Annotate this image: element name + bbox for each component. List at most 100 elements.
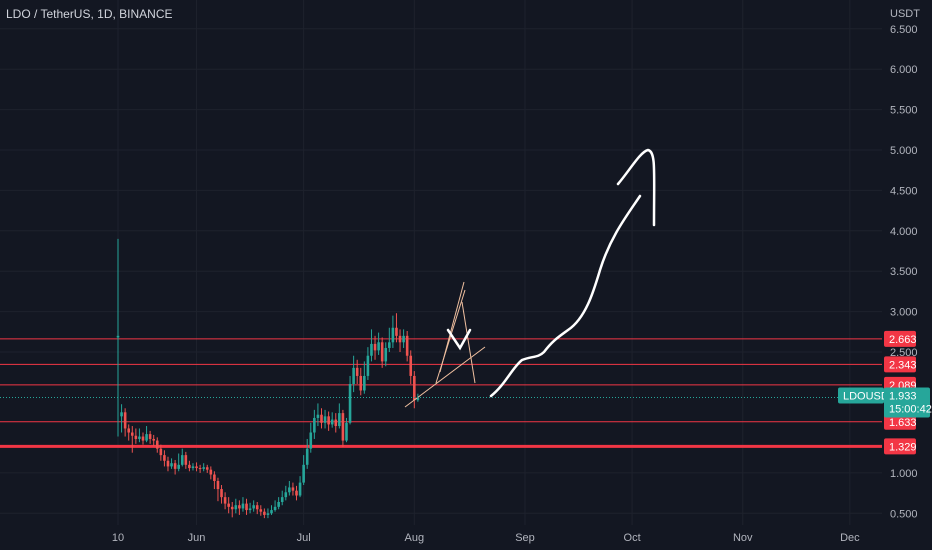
candle-body bbox=[348, 384, 352, 423]
y-tick-label: 2.500 bbox=[890, 347, 918, 359]
candle-body bbox=[413, 375, 416, 401]
x-tick-label: Jul bbox=[297, 532, 311, 544]
candle-body bbox=[155, 440, 159, 449]
candle-body bbox=[152, 438, 155, 441]
time-axis[interactable]: 10 Jun Jul Aug Sep Oct Nov Dec bbox=[112, 532, 860, 544]
candle-body bbox=[248, 508, 252, 511]
candle-body bbox=[313, 417, 316, 433]
x-tick-label: Sep bbox=[515, 532, 535, 544]
chart-title: LDO / TetherUS, 1D, BINANCE bbox=[6, 7, 173, 21]
trend-line-right bbox=[461, 301, 476, 384]
candle-body bbox=[198, 468, 202, 470]
level-badge-text: 2.343 bbox=[889, 359, 917, 371]
candle-body bbox=[320, 414, 323, 423]
candle-body bbox=[130, 432, 134, 436]
candle-body bbox=[141, 436, 145, 441]
candle-body bbox=[284, 492, 288, 498]
level-badge bbox=[884, 413, 916, 430]
candle-body bbox=[391, 327, 395, 343]
candle-body bbox=[227, 503, 230, 507]
candle-body bbox=[188, 464, 191, 469]
candle-body bbox=[116, 335, 120, 338]
candle-body bbox=[341, 413, 345, 441]
candle-body bbox=[345, 422, 348, 441]
candle-body bbox=[184, 455, 188, 465]
candle-body bbox=[370, 343, 373, 356]
x-tick-label: 10 bbox=[112, 532, 124, 544]
candle-body bbox=[166, 460, 170, 467]
candle-body bbox=[177, 464, 180, 469]
candle-body bbox=[145, 434, 148, 441]
candle-body bbox=[316, 414, 320, 418]
x-tick-label: Jun bbox=[188, 532, 206, 544]
candle-body bbox=[213, 474, 216, 481]
candle-body bbox=[220, 489, 223, 498]
candle-body bbox=[388, 342, 391, 348]
x-tick-label: Dec bbox=[840, 532, 860, 544]
candle-body bbox=[205, 467, 209, 470]
candle-body bbox=[259, 509, 263, 512]
candles bbox=[116, 238, 420, 519]
candle-body bbox=[409, 355, 413, 376]
y-tick-label: 3.500 bbox=[890, 266, 918, 278]
candle-body bbox=[120, 412, 123, 417]
candle-body bbox=[302, 464, 305, 483]
candle-body bbox=[377, 342, 380, 351]
candle-body bbox=[223, 497, 227, 504]
price-axis[interactable]: 6.500 6.000 5.500 5.000 4.500 4.000 3.500 3.000… bbox=[890, 24, 918, 521]
horizontal-levels[interactable] bbox=[0, 338, 882, 448]
candle-body bbox=[359, 375, 363, 391]
level-badge bbox=[884, 330, 916, 347]
countdown-text: 15:00:42 bbox=[889, 404, 932, 416]
last-price-badge bbox=[884, 387, 930, 418]
check-mark-drawing bbox=[446, 328, 472, 351]
symbol-badge bbox=[838, 387, 884, 404]
y-tick-label: 4.500 bbox=[890, 185, 918, 197]
candle-body bbox=[163, 455, 166, 461]
candle-body bbox=[241, 503, 245, 509]
projected-path-drawing bbox=[489, 194, 642, 398]
level-badge bbox=[884, 356, 916, 373]
candle-body bbox=[416, 397, 420, 401]
candle-body bbox=[266, 513, 270, 515]
candle-body bbox=[305, 448, 309, 465]
candle-body bbox=[148, 434, 152, 439]
candle-body bbox=[159, 448, 163, 456]
candle-body bbox=[291, 487, 295, 491]
candle-body bbox=[373, 343, 377, 351]
candle-body bbox=[195, 466, 198, 469]
candle-body bbox=[366, 355, 370, 376]
candle-body bbox=[180, 455, 184, 465]
x-tick-label: Oct bbox=[624, 532, 641, 544]
candle-body bbox=[216, 480, 220, 490]
symbol-badge-text: LDOUSDT bbox=[843, 391, 896, 403]
y-tick-label: 4.000 bbox=[890, 226, 918, 238]
candle-body bbox=[327, 416, 330, 425]
candle-body bbox=[323, 416, 327, 423]
candle-body bbox=[384, 347, 388, 362]
candle-body bbox=[277, 501, 280, 507]
price-badges: 2.6632.3432.0891.6331.329LDOUSDT1.93315:… bbox=[838, 330, 932, 455]
currency-label: USDT bbox=[890, 8, 920, 20]
candle-body bbox=[338, 413, 341, 427]
candle-body bbox=[363, 375, 366, 391]
trend-line-lower bbox=[404, 346, 486, 408]
y-tick-label: 3.000 bbox=[890, 307, 918, 319]
candle-body bbox=[138, 436, 141, 439]
y-tick-label: 6.000 bbox=[890, 64, 918, 76]
level-badge bbox=[884, 438, 916, 455]
candle-body bbox=[191, 466, 195, 469]
candle-body bbox=[209, 469, 213, 475]
trend-lines[interactable] bbox=[404, 281, 486, 408]
candle-body bbox=[230, 506, 234, 510]
grid bbox=[0, 0, 882, 525]
candle-body bbox=[173, 463, 177, 469]
trend-line-channel-top bbox=[439, 281, 465, 373]
y-tick-label: 6.500 bbox=[890, 24, 918, 36]
candle-body bbox=[252, 505, 255, 509]
candle-body bbox=[298, 482, 302, 496]
candle-body bbox=[234, 505, 238, 510]
hand-drawn-annotation[interactable] bbox=[446, 148, 656, 398]
